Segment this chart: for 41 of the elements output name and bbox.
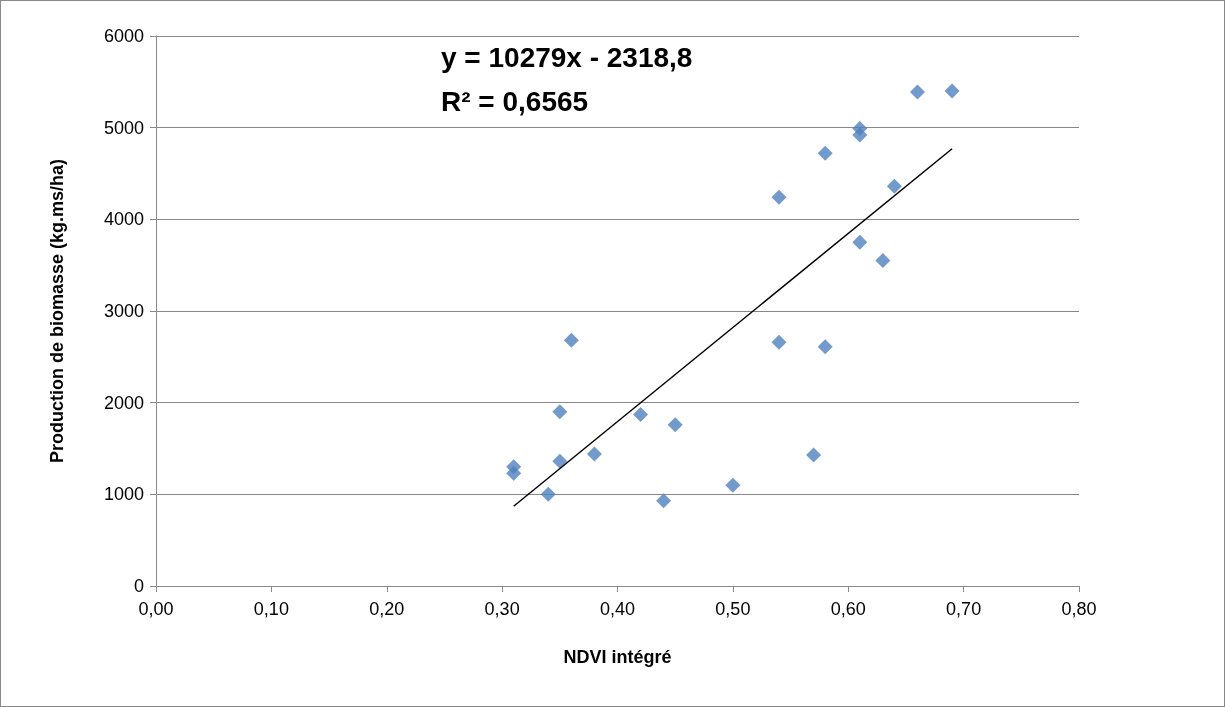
point <box>944 83 960 99</box>
x-tick-label: 0,80 <box>1061 599 1097 619</box>
y-tick-label: 4000 <box>103 209 144 230</box>
x-tick-label: 0,60 <box>830 599 866 619</box>
y-tick-label: 5000 <box>103 117 144 138</box>
y-axis-title: Production de biomasse (kg.ms/ha) <box>47 158 67 464</box>
point <box>817 339 833 355</box>
x-tick-label: 0,30 <box>484 599 520 619</box>
x-tick-label: 0,20 <box>369 599 405 619</box>
point <box>667 417 683 433</box>
x-tick-label: 0,00 <box>138 599 174 619</box>
point <box>540 486 556 502</box>
point <box>771 334 787 350</box>
x-tick-label: 0,70 <box>946 599 982 619</box>
annotation: y = 10279x - 2318,8 <box>441 41 693 73</box>
y-tick-label: 6000 <box>103 26 144 46</box>
x-tick-label: 0,50 <box>715 599 751 619</box>
x-axis-title: NDVI intégré <box>563 647 672 667</box>
point <box>852 234 868 250</box>
point <box>633 407 649 423</box>
y-tick-label: 1000 <box>103 484 144 505</box>
point <box>725 477 741 493</box>
point <box>552 453 568 469</box>
x-tick-label: 0,40 <box>599 599 636 619</box>
point <box>886 178 902 194</box>
point <box>852 127 868 143</box>
y-tick-label: 0 <box>133 576 144 596</box>
point <box>909 84 925 100</box>
point <box>817 145 833 161</box>
point <box>586 446 602 462</box>
point <box>552 404 568 420</box>
point <box>656 493 672 509</box>
point <box>771 189 787 205</box>
x-tick-label: 0,10 <box>253 599 289 619</box>
point <box>506 465 522 481</box>
point <box>806 447 822 463</box>
point <box>875 253 891 269</box>
y-tick-label: 2000 <box>103 392 144 413</box>
y-tick-label: 3000 <box>103 301 144 321</box>
annotation: R² = 0,6565 <box>441 85 589 117</box>
point <box>563 332 579 348</box>
